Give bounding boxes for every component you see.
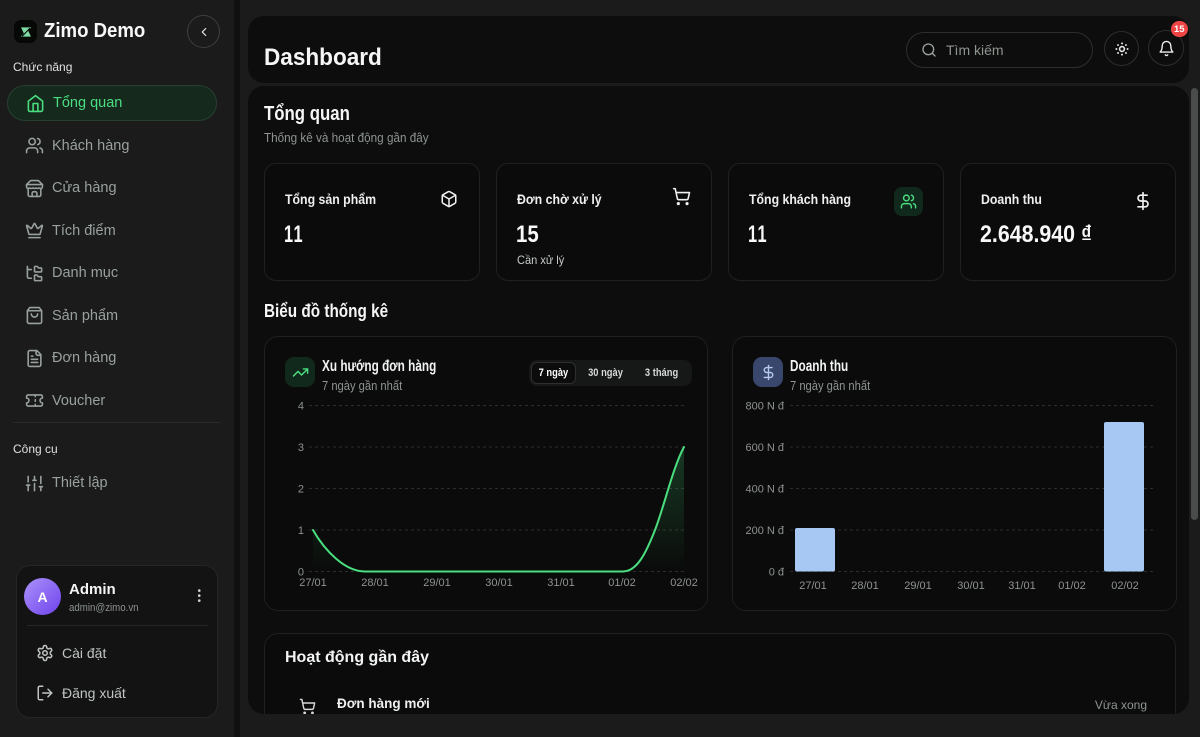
svg-text:800 N đ: 800 N đ <box>745 401 784 413</box>
svg-text:28/01: 28/01 <box>851 580 879 592</box>
svg-text:01/02: 01/02 <box>1058 580 1086 592</box>
svg-text:400 N đ: 400 N đ <box>745 484 784 496</box>
svg-text:1: 1 <box>298 525 304 537</box>
svg-text:02/02: 02/02 <box>670 577 698 589</box>
svg-text:30/01: 30/01 <box>485 577 513 589</box>
svg-text:2: 2 <box>298 484 304 496</box>
svg-text:02/02: 02/02 <box>1111 580 1139 592</box>
svg-text:30/01: 30/01 <box>957 580 985 592</box>
svg-text:31/01: 31/01 <box>1008 580 1036 592</box>
svg-text:29/01: 29/01 <box>904 580 932 592</box>
svg-text:0: 0 <box>298 567 304 579</box>
svg-text:28/01: 28/01 <box>361 577 389 589</box>
svg-text:27/01: 27/01 <box>799 580 827 592</box>
svg-text:0 đ: 0 đ <box>769 567 785 579</box>
svg-text:3: 3 <box>298 442 304 454</box>
svg-text:600 N đ: 600 N đ <box>745 442 784 454</box>
svg-text:01/02: 01/02 <box>608 577 636 589</box>
svg-text:29/01: 29/01 <box>423 577 451 589</box>
svg-text:31/01: 31/01 <box>547 577 575 589</box>
svg-text:4: 4 <box>298 401 304 413</box>
svg-text:200 N đ: 200 N đ <box>745 525 784 537</box>
svg-text:27/01: 27/01 <box>299 577 327 589</box>
